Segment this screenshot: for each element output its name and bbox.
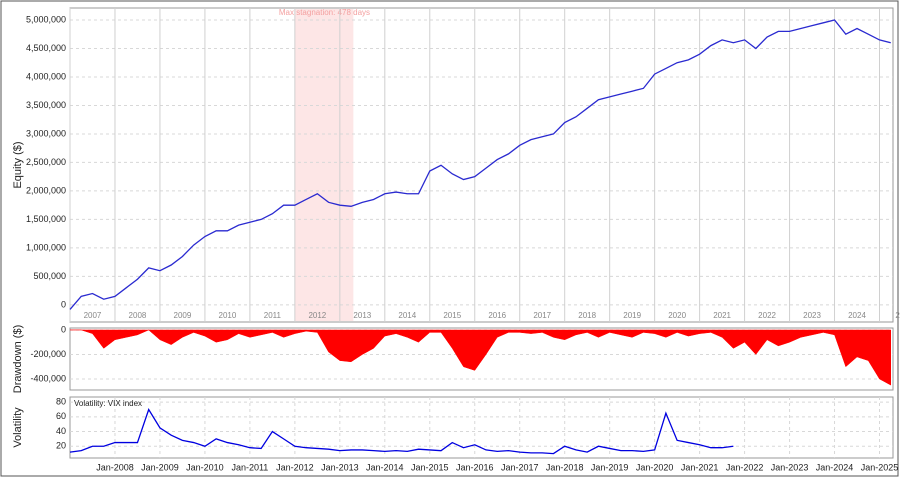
x-tick-label: 2022	[758, 311, 776, 320]
x-tick-label: Jan-2017	[501, 462, 539, 472]
x-tick-label: Jan-2023	[771, 462, 809, 472]
legend-label: Volatility: VIX index	[74, 399, 142, 408]
x-tick-label: Jan-2011	[231, 462, 268, 472]
line	[69, 19, 891, 310]
stagnation-label: Max stagnation: 478 days	[279, 8, 370, 17]
x-tick-label: Jan-2010	[186, 462, 224, 472]
y-tick-label: 1,000,000	[26, 242, 66, 252]
x-tick-label: 2024	[848, 311, 866, 320]
y-tick-label: 500,000	[33, 271, 66, 281]
y-tick-label: 3,000,000	[26, 128, 66, 138]
y-tick-label: 4,000,000	[26, 71, 66, 81]
x-tick-label: Jan-2012	[276, 462, 314, 472]
y-tick-label: 2,000,000	[26, 185, 66, 195]
y-tick-label: 5,000,000	[26, 14, 66, 24]
y-tick-label: 0	[61, 299, 66, 309]
x-tick-label: 2012	[308, 311, 326, 320]
x-tick-label: 202	[895, 311, 900, 320]
x-tick-label: 2018	[578, 311, 596, 320]
x-tick-label: 2009	[174, 311, 192, 320]
x-tick-label: Jan-2016	[456, 462, 494, 472]
panel	[69, 7, 894, 323]
y-tick-label: 20	[56, 441, 66, 451]
x-tick-label: 2016	[488, 311, 506, 320]
x-tick-label: Jan-2022	[726, 462, 764, 472]
y-tick-label: 2,500,000	[26, 157, 66, 167]
x-tick-label: 2008	[129, 311, 147, 320]
y-tick-label: -200,000	[30, 349, 66, 359]
y-tick-label: 4,500,000	[26, 43, 66, 53]
x-tick-label: Jan-2013	[321, 462, 359, 472]
x-tick-label: Jan-2025	[861, 462, 899, 472]
x-tick-label: 2020	[668, 311, 686, 320]
x-tick-label: Jan-2009	[141, 462, 179, 472]
x-tick-label: 2007	[84, 311, 102, 320]
line	[69, 407, 734, 455]
y-tick-label: 60	[56, 411, 66, 421]
y-tick-label: 80	[56, 397, 66, 407]
x-tick-label: Jan-2014	[366, 462, 404, 472]
x-tick-label: Jan-2015	[411, 462, 449, 472]
y-tick-label: 0	[61, 324, 66, 334]
x-tick-label: 2021	[713, 311, 731, 320]
y-tick-label: 1,500,000	[26, 214, 66, 224]
x-tick-label: Jan-2008	[96, 462, 134, 472]
x-tick-label: 2019	[623, 311, 641, 320]
x-tick-label: 2015	[443, 311, 461, 320]
y-tick-label: 40	[56, 426, 66, 436]
x-tick-label: Jan-2021	[681, 462, 719, 472]
y-axis-title: Equity ($)	[12, 141, 24, 188]
x-tick-label: 2023	[803, 311, 821, 320]
y-tick-label: -400,000	[30, 373, 66, 383]
x-tick-label: 2014	[398, 311, 416, 320]
area	[70, 329, 892, 386]
x-tick-label: Jan-2018	[546, 462, 584, 472]
x-tick-label: 2010	[219, 311, 237, 320]
y-axis-title: Volatility	[12, 407, 24, 448]
x-tick-label: Jan-2020	[636, 462, 674, 472]
stagnation-band	[294, 9, 354, 321]
x-tick-label: 2013	[353, 311, 371, 320]
y-axis-title: Drawdown ($)	[12, 325, 24, 393]
x-tick-label: Jan-2019	[591, 462, 629, 472]
y-tick-label: 3,500,000	[26, 100, 66, 110]
x-tick-label: Jan-2024	[816, 462, 854, 472]
x-tick-label: 2017	[533, 311, 551, 320]
x-tick-label: 2011	[264, 311, 282, 320]
panel	[69, 396, 894, 459]
